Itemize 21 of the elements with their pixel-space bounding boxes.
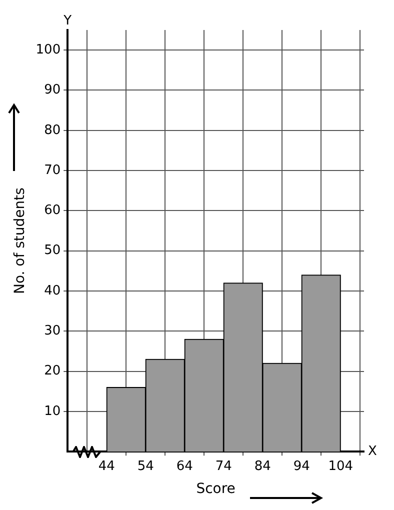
y-tick-label: 50	[44, 243, 61, 258]
x-tick-label: 54	[137, 458, 154, 474]
y-tick-label: 40	[44, 283, 61, 298]
y-tick-label: 10	[44, 404, 61, 419]
x-tick-label: 104	[328, 458, 354, 474]
y-tick-label: 80	[44, 122, 61, 138]
x-tick-label: 44	[98, 458, 115, 474]
y-axis-title: No. of students	[12, 188, 28, 294]
x-tick-label: 94	[293, 458, 310, 474]
x-tick-label: 74	[215, 458, 232, 474]
y-tick-label: 60	[44, 203, 61, 218]
y-tick-label: 100	[36, 42, 61, 58]
x-tick-label: 84	[254, 458, 271, 474]
text: X	[368, 444, 377, 459]
text: Y	[62, 13, 72, 28]
y-tick-label: 30	[44, 324, 61, 339]
x-tick-label: 64	[176, 458, 193, 474]
y-tick-label: 20	[44, 364, 61, 379]
x-axis-title: Score	[196, 481, 236, 498]
y-tick-label: 90	[44, 82, 61, 98]
y-tick-label: 70	[44, 162, 61, 178]
